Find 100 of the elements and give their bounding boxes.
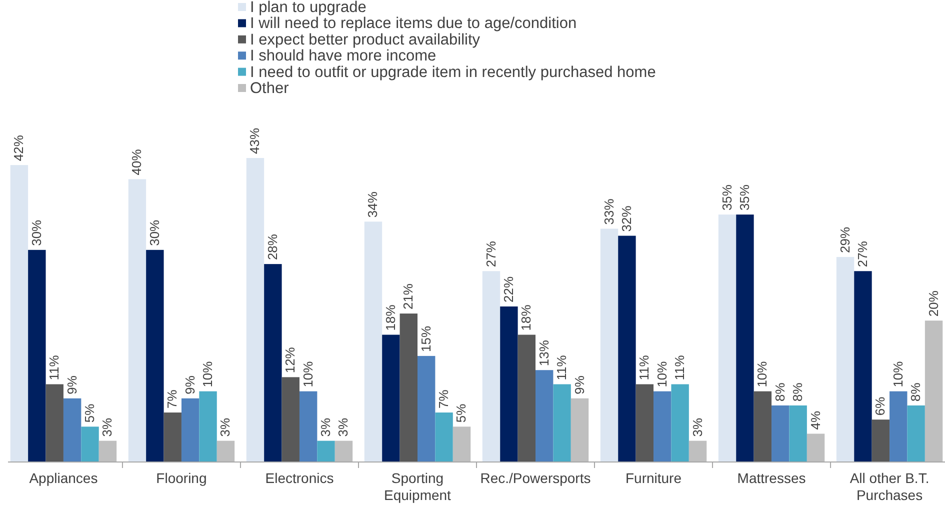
data-label: 9%: [64, 375, 80, 394]
x-tick-label: Mattresses: [737, 470, 806, 486]
bar: [553, 384, 571, 462]
data-label: 35%: [719, 184, 734, 211]
data-label: 10%: [754, 360, 770, 388]
x-tick-label: Electronics: [265, 470, 334, 486]
bar: [789, 405, 807, 462]
data-label: 35%: [736, 184, 752, 211]
data-label: 40%: [129, 148, 144, 176]
bar: [199, 391, 217, 462]
data-label: 34%: [365, 191, 380, 218]
bar: [872, 420, 890, 462]
data-label: 3%: [100, 418, 115, 437]
bar: [482, 271, 500, 462]
bar: [806, 434, 825, 462]
bar: [246, 158, 264, 462]
data-label: 22%: [500, 276, 516, 302]
bar: [718, 214, 736, 462]
bar: [452, 426, 471, 462]
bar: [435, 412, 453, 462]
bar: [364, 222, 382, 462]
bar: [671, 384, 689, 462]
data-label: 20%: [926, 290, 941, 317]
bar: [688, 440, 707, 462]
data-label: 13%: [536, 340, 552, 366]
data-label: 42%: [11, 134, 26, 162]
data-label: 43%: [247, 128, 262, 154]
legend-label: I expect better product availability: [250, 31, 480, 48]
bar: [334, 440, 353, 462]
data-label: 5%: [82, 403, 98, 423]
bar: [600, 228, 618, 462]
bar: [417, 356, 436, 462]
data-label: 30%: [146, 219, 162, 246]
bar: [264, 264, 282, 462]
bar: [382, 334, 400, 462]
data-label: 11%: [672, 354, 688, 380]
bar: [299, 391, 318, 462]
data-label: 12%: [282, 346, 298, 374]
bar: [146, 250, 164, 462]
bar: [181, 398, 200, 462]
bar: [400, 314, 418, 462]
data-label: 27%: [854, 240, 870, 268]
data-label: 7%: [164, 389, 180, 409]
bar: [518, 334, 536, 462]
data-label: 11%: [636, 354, 652, 380]
bar: [282, 377, 300, 462]
data-label: 11%: [46, 354, 62, 380]
bar: [500, 306, 518, 462]
data-label: 3%: [318, 418, 334, 437]
data-label: 18%: [382, 304, 398, 331]
data-label: 7%: [436, 389, 452, 409]
data-label: 10%: [890, 360, 906, 388]
data-label: 9%: [182, 375, 198, 394]
bar: [570, 398, 589, 462]
x-tick-label: All other B.T. Purchases: [850, 470, 930, 503]
bar: [618, 236, 636, 462]
data-label: 10%: [200, 360, 216, 388]
x-tick-label: Appliances: [29, 470, 98, 486]
legend-label: I need to outfit or upgrade item in recently purchased home: [250, 64, 656, 81]
data-label: 28%: [264, 234, 280, 260]
data-label: 33%: [601, 198, 616, 225]
x-tick-label: Flooring: [156, 470, 207, 486]
bar: [636, 384, 654, 462]
legend-label: Other: [250, 80, 289, 97]
bar: [46, 384, 64, 462]
data-label: 15%: [418, 325, 434, 352]
data-label: 3%: [218, 418, 233, 437]
bar: [736, 214, 754, 462]
data-label: 6%: [872, 396, 888, 416]
bar: [654, 391, 672, 462]
bar: [536, 370, 554, 462]
data-label: 18%: [518, 304, 534, 331]
legend-label: I will need to replace items due to age/condition: [250, 15, 577, 32]
bar: [890, 391, 908, 462]
bar: [754, 391, 772, 462]
bar: [128, 179, 146, 462]
data-label: 32%: [618, 205, 634, 232]
bar: [28, 250, 46, 462]
data-label: 30%: [28, 219, 44, 246]
bar: [772, 405, 790, 462]
x-tick-label: Furniture: [626, 470, 682, 486]
bar: [317, 440, 335, 462]
bar: [216, 440, 235, 462]
data-label: 4%: [808, 410, 823, 430]
x-tick-label: Rec./Powersports: [480, 470, 591, 486]
data-label: 3%: [690, 418, 705, 437]
data-label: 9%: [572, 375, 587, 394]
bar: [98, 440, 117, 462]
bar: [907, 405, 925, 462]
bar: [836, 256, 854, 462]
data-label: 21%: [400, 283, 416, 310]
data-label: 10%: [300, 360, 316, 388]
bar: [81, 426, 99, 462]
bar: [164, 412, 182, 462]
bar: [924, 320, 943, 462]
data-label: 27%: [483, 240, 498, 268]
data-label: 8%: [790, 382, 806, 402]
bar: [10, 165, 28, 462]
legend-label: I plan to upgrade: [250, 0, 366, 16]
bar: [854, 271, 872, 462]
